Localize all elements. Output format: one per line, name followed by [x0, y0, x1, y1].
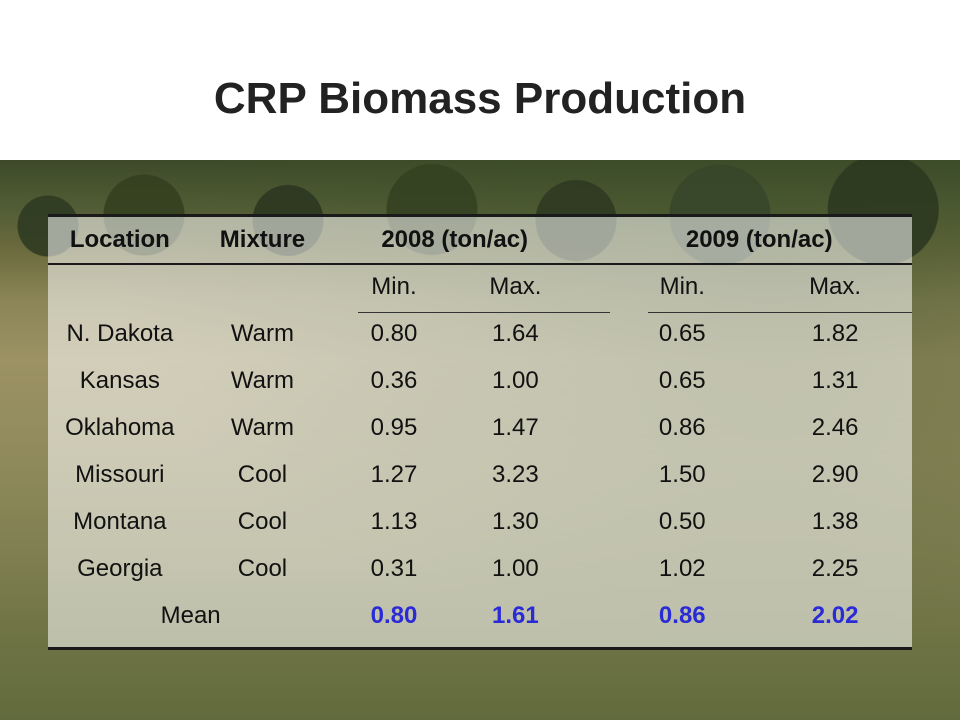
table-top-rule — [48, 214, 912, 217]
cell-location: Kansas — [79, 366, 160, 394]
mean-label: Mean — [160, 601, 221, 629]
header-2009: 2009 (ton/ac) — [685, 225, 833, 253]
cell-max-2008: 1.00 — [492, 366, 539, 394]
subheader-row: Min. Max. Min. Max. — [48, 263, 912, 310]
cell-mixture: Warm — [230, 319, 295, 347]
table-row: Missouri Cool 1.27 3.23 1.50 2.90 — [48, 451, 912, 498]
cell-max-2009: 1.31 — [811, 366, 859, 394]
cell-max-2008: 3.23 — [492, 460, 539, 488]
cell-location: Oklahoma — [65, 413, 175, 441]
cell-min-2008: 0.95 — [370, 413, 418, 441]
cell-mixture: Cool — [237, 554, 288, 582]
cell-location: Missouri — [75, 460, 165, 488]
cell-min-2009: 0.50 — [658, 507, 706, 535]
cell-location: Georgia — [77, 554, 163, 582]
cell-min-2008: 0.31 — [370, 554, 418, 582]
cell-min-2009: 1.02 — [658, 554, 706, 582]
table-row: Montana Cool 1.13 1.30 0.50 1.38 — [48, 498, 912, 545]
cell-min-2008: 1.13 — [370, 507, 418, 535]
table-backdrop — [48, 214, 912, 650]
cell-max-2009: 1.82 — [811, 319, 859, 347]
subheader-max-2009: Max. — [809, 272, 862, 300]
cell-mixture: Cool — [237, 460, 288, 488]
cell-max-2008: 1.30 — [492, 507, 539, 535]
header-mixture: Mixture — [219, 225, 306, 253]
cell-min-2009: 0.65 — [658, 366, 706, 394]
subheader-min-2008: Min. — [371, 272, 417, 300]
cell-max-2009: 1.38 — [811, 507, 859, 535]
cell-min-2009: 1.50 — [658, 460, 706, 488]
subheader-rule-2008 — [358, 312, 610, 313]
mean-min-2008: 0.80 — [370, 601, 418, 629]
mean-row: Mean 0.80 1.61 0.86 2.02 — [48, 592, 912, 639]
mean-min-2009: 0.86 — [658, 601, 706, 629]
table-header-row: Location Mixture 2008 (ton/ac) 2009 (ton… — [48, 216, 912, 263]
mean-max-2009: 2.02 — [811, 601, 859, 629]
cell-min-2008: 1.27 — [370, 460, 418, 488]
table-header-rule — [48, 263, 912, 265]
slide-title: CRP Biomass Production — [213, 74, 747, 123]
table-row: N. Dakota Warm 0.80 1.64 0.65 1.82 — [48, 310, 912, 357]
header-2008: 2008 (ton/ac) — [381, 225, 529, 253]
mean-max-2008: 1.61 — [492, 601, 539, 629]
cell-max-2009: 2.25 — [811, 554, 859, 582]
cell-max-2009: 2.90 — [811, 460, 859, 488]
subheader-min-2009: Min. — [659, 272, 705, 300]
cell-max-2008: 1.47 — [492, 413, 539, 441]
cell-max-2008: 1.64 — [492, 319, 539, 347]
cell-max-2008: 1.00 — [492, 554, 539, 582]
cell-location: Montana — [73, 507, 167, 535]
table-bottom-rule — [48, 647, 912, 650]
cell-mixture: Warm — [230, 413, 295, 441]
subheader-max-2008: Max. — [489, 272, 542, 300]
cell-min-2009: 0.65 — [658, 319, 706, 347]
cell-location: N. Dakota — [66, 319, 174, 347]
biomass-table: Location Mixture 2008 (ton/ac) 2009 (ton… — [48, 216, 912, 639]
cell-mixture: Cool — [237, 507, 288, 535]
cell-min-2008: 0.36 — [370, 366, 418, 394]
header-location: Location — [69, 225, 170, 253]
cell-mixture: Warm — [230, 366, 295, 394]
cell-min-2008: 0.80 — [370, 319, 418, 347]
table-row: Georgia Cool 0.31 1.00 1.02 2.25 — [48, 545, 912, 592]
cell-min-2009: 0.86 — [658, 413, 706, 441]
table-row: Kansas Warm 0.36 1.00 0.65 1.31 — [48, 357, 912, 404]
subheader-rule-2009 — [648, 312, 912, 313]
cell-max-2009: 2.46 — [811, 413, 859, 441]
table-row: Oklahoma Warm 0.95 1.47 0.86 2.46 — [48, 404, 912, 451]
